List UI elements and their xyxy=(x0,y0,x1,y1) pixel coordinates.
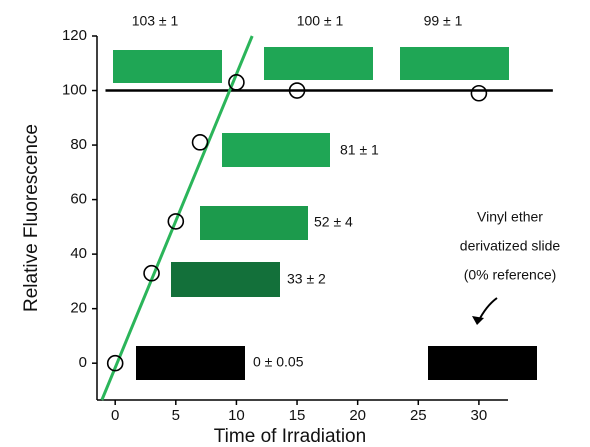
note-text: derivatized slide xyxy=(460,238,561,254)
slide-label: 52 ± 4 xyxy=(314,214,353,230)
slide-image xyxy=(113,50,222,83)
slide-image xyxy=(400,47,509,80)
slide-image xyxy=(428,346,537,380)
slide-image xyxy=(136,346,245,380)
data-point xyxy=(193,135,208,150)
y-tick-label: 80 xyxy=(70,136,87,153)
note-text: Vinyl ether xyxy=(477,209,543,225)
y-tick-label: 0 xyxy=(79,354,87,371)
y-tick-label: 120 xyxy=(62,27,87,44)
chart: Time of Irradiation Relative Fluorescenc… xyxy=(0,0,590,447)
slide-image xyxy=(264,47,373,80)
note-arrowhead xyxy=(472,316,484,325)
x-tick-label: 5 xyxy=(172,407,180,424)
x-tick-label: 10 xyxy=(228,407,245,424)
slide-image xyxy=(222,133,330,167)
y-axis-label: Relative Fluorescence xyxy=(21,124,42,312)
y-tick-label: 100 xyxy=(62,82,87,99)
y-tick-label: 20 xyxy=(70,300,87,317)
x-axis-label: Time of Irradiation xyxy=(214,426,366,447)
x-tick-label: 25 xyxy=(410,407,427,424)
x-tick-label: 15 xyxy=(289,407,306,424)
slide-label: 33 ± 2 xyxy=(287,271,326,287)
slide-image xyxy=(200,206,308,240)
slide-label: 100 ± 1 xyxy=(297,13,344,29)
note-text: (0% reference) xyxy=(464,267,557,283)
x-tick-label: 30 xyxy=(471,407,488,424)
y-tick-label: 60 xyxy=(70,191,87,208)
slide-image xyxy=(171,262,280,297)
slide-label: 103 ± 1 xyxy=(132,13,179,29)
y-tick-label: 40 xyxy=(70,245,87,262)
x-tick-label: 0 xyxy=(111,407,119,424)
x-tick-label: 20 xyxy=(349,407,366,424)
data-point xyxy=(471,86,486,101)
slide-label: 99 ± 1 xyxy=(424,13,463,29)
slide-label: 0 ± 0.05 xyxy=(253,354,304,370)
slide-label: 81 ± 1 xyxy=(340,142,379,158)
